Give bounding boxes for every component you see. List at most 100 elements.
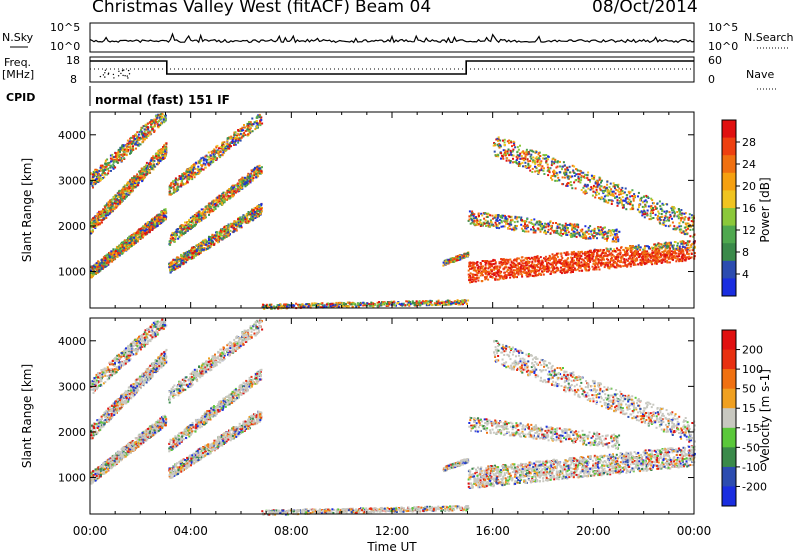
echo-cell (200, 214, 203, 217)
echo-cell (245, 221, 248, 224)
echo-cell (381, 301, 384, 304)
echo-cell (121, 187, 124, 190)
echo-cell (163, 208, 166, 211)
echo-cell (201, 240, 204, 243)
echo-cell (93, 267, 96, 270)
echo-cell (144, 123, 147, 126)
echo-cell (112, 161, 115, 164)
echo-cell (92, 183, 95, 186)
echo-cell (229, 229, 232, 232)
echo-cell (251, 174, 254, 177)
echo-cell (112, 198, 114, 201)
echo-cell (150, 129, 153, 132)
echo-cell (207, 247, 210, 250)
echo-cell (241, 182, 244, 185)
echo-cell (688, 249, 691, 252)
echo-cell (137, 177, 140, 180)
echo-cell (172, 266, 175, 269)
echo-cell (128, 246, 131, 248)
echo-cell (243, 176, 246, 179)
echo-cell (160, 155, 163, 158)
echo-cell (383, 303, 386, 306)
echo-cell (239, 178, 242, 181)
echo-cell (242, 177, 245, 180)
echo-cell (153, 131, 156, 133)
echo-cell (109, 209, 112, 212)
echo-cell (201, 168, 204, 171)
echo-cell (220, 230, 223, 233)
echo-cell (165, 146, 168, 149)
echo-cell (181, 224, 184, 227)
echo-cell (118, 195, 121, 198)
echo-cell (102, 211, 105, 214)
echo-cell (165, 142, 168, 145)
echo-cell (154, 218, 157, 221)
echo-cell (210, 202, 213, 205)
echo-cell (256, 168, 259, 171)
echo-cell (138, 139, 141, 142)
echo-cell (165, 114, 167, 117)
echo-cell (184, 172, 187, 175)
echo-cell (102, 261, 105, 264)
echo-cell (126, 244, 129, 247)
echo-cell (148, 228, 151, 231)
echo-cell (359, 304, 362, 307)
echo-cell (174, 181, 177, 184)
echo-cell (121, 248, 124, 251)
freq-trace (90, 60, 694, 79)
echo-cell (110, 157, 113, 160)
echo-cell (161, 151, 164, 153)
echo-cell (257, 114, 260, 117)
echo-cell (145, 224, 148, 227)
echo-cell (180, 184, 183, 187)
echo-cell (662, 252, 665, 255)
echo-cell (651, 259, 654, 262)
echo-cell (205, 243, 208, 246)
echo-cell (200, 212, 203, 215)
echo-cell (138, 130, 141, 133)
echo-cell (180, 181, 183, 184)
echo-cell (368, 303, 371, 306)
echo-cell (92, 170, 95, 173)
echo-cell (351, 301, 354, 304)
echo-cell (221, 199, 224, 202)
echo-cell (226, 198, 229, 201)
echo-cell (129, 145, 132, 148)
freq-right-tick-top: 60 (708, 54, 722, 67)
echo-cell (91, 265, 94, 268)
echo-cell (151, 229, 154, 231)
echo-cell (104, 256, 107, 259)
echo-cell (174, 177, 177, 180)
echo-cell (209, 163, 212, 166)
echo-cell (117, 159, 120, 162)
echo-cell (135, 183, 138, 186)
echo-cell (173, 240, 176, 243)
echo-cell (225, 236, 228, 238)
echo-cell (448, 299, 451, 302)
echo-cell (91, 222, 94, 225)
echo-cell (156, 120, 159, 123)
echo-cell (219, 155, 222, 158)
echo-cell (95, 270, 98, 273)
echo-cell (225, 142, 228, 145)
echo-cell (224, 147, 227, 150)
echo-cell (370, 301, 373, 304)
echo-cell (121, 189, 124, 192)
echo-cell (96, 172, 99, 175)
echo-cell (90, 182, 93, 185)
echo-cell (159, 152, 162, 155)
echo-cell (201, 246, 204, 249)
echo-cell (151, 120, 154, 123)
nave-point (113, 77, 115, 79)
echo-cell (157, 159, 160, 162)
echo-cell (514, 266, 517, 269)
echo-cell (190, 168, 193, 171)
echo-cell (134, 182, 137, 185)
echo-cell (173, 184, 176, 187)
cpid-value: normal (fast) 151 IF (95, 93, 230, 107)
echo-cell (127, 146, 130, 149)
echo-cell (132, 139, 135, 142)
echo-cell (186, 254, 189, 257)
echo-cell (243, 126, 246, 129)
echo-cell (238, 130, 241, 133)
